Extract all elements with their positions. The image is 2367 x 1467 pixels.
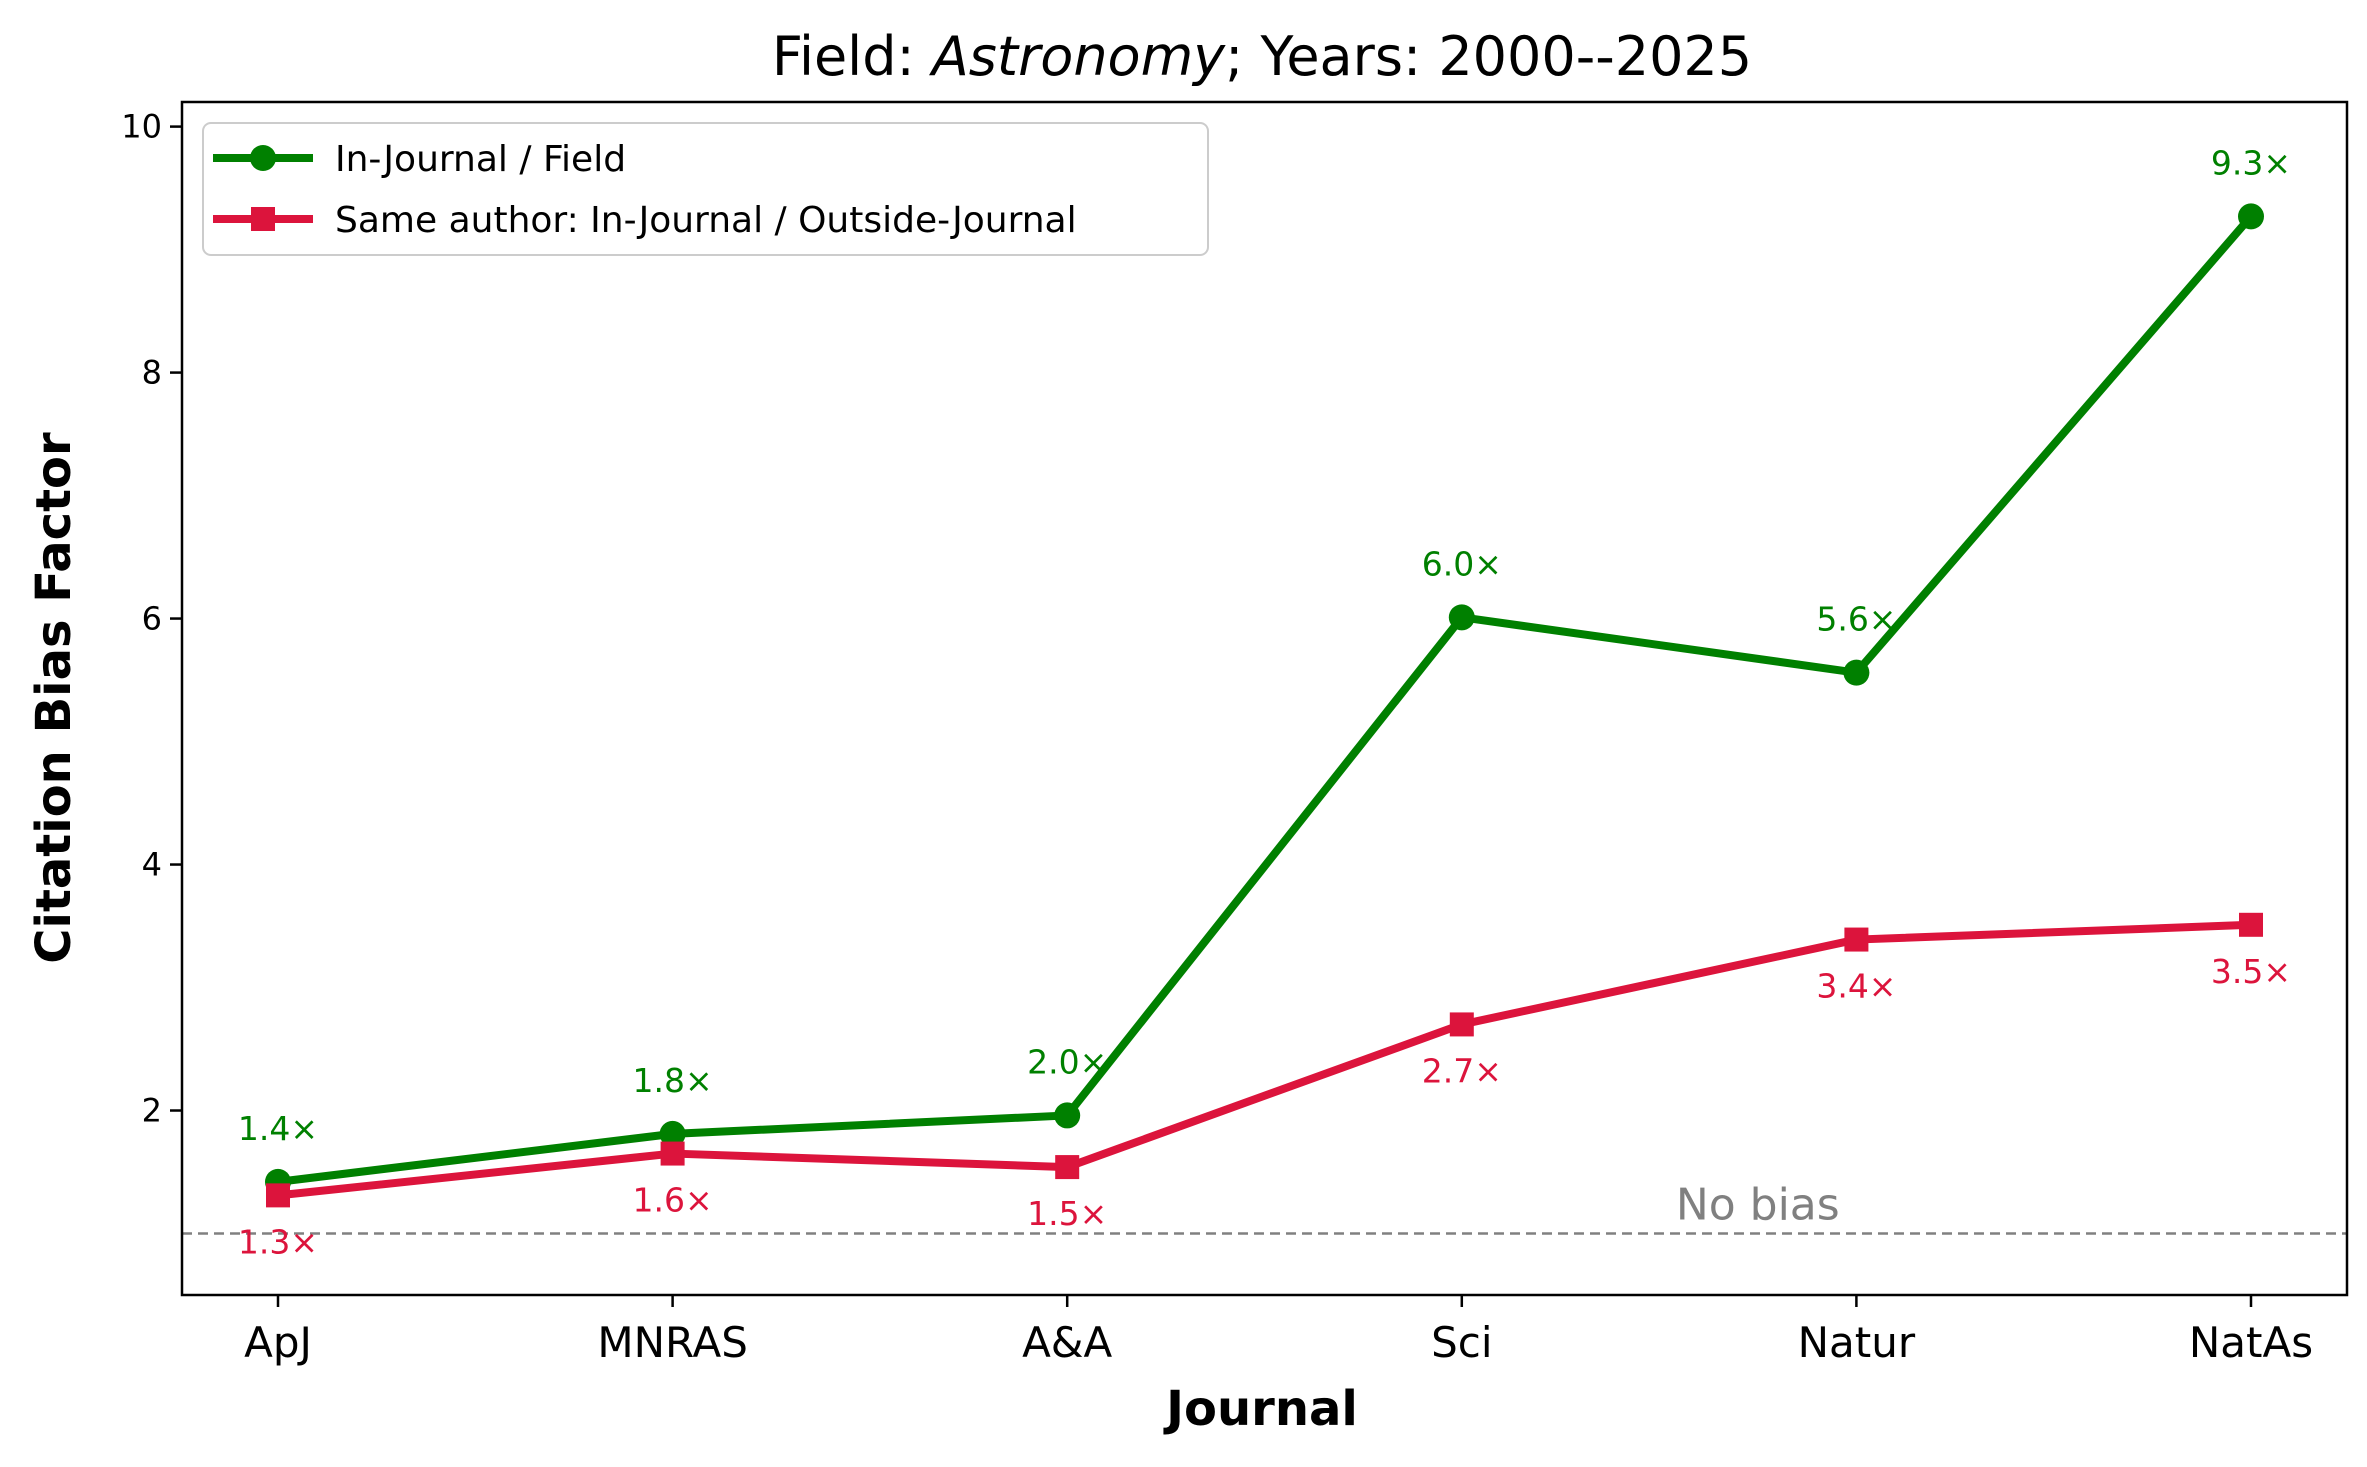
y-tick-label: 4 — [142, 846, 162, 884]
data-label: 1.6× — [633, 1181, 713, 1220]
data-label: 2.0× — [1027, 1042, 1107, 1081]
y-tick-label: 2 — [142, 1092, 162, 1130]
x-tick-label: Sci — [1431, 1318, 1492, 1367]
legend: In-Journal / Field Same author: In-Journa… — [202, 122, 1209, 256]
x-tick-label: Natur — [1798, 1318, 1916, 1367]
plot-area: No bias 1.4× 1.8× 2.0× 6.0× 5.6× 9.3× 1.3× 1.6×… — [180, 100, 2349, 1297]
data-point — [659, 1120, 686, 1147]
data-label: 2.7× — [1422, 1051, 1502, 1090]
data-point — [1055, 1155, 1080, 1180]
series-line — [274, 212, 2255, 1186]
plot-frame — [180, 100, 2349, 1297]
series-group — [265, 203, 2264, 1208]
x-tick-label: ApJ — [244, 1318, 312, 1367]
data-label: 9.3× — [2211, 143, 2291, 182]
y-axis-title: Citation Bias Factor — [26, 432, 82, 964]
data-label: 6.0× — [1422, 544, 1502, 583]
y-tick-label: 8 — [142, 354, 162, 392]
data-label: 5.6× — [1816, 600, 1896, 639]
legend-marker — [250, 145, 276, 171]
data-point — [1843, 659, 1870, 686]
y-axis: 2 4 6 8 10 — [121, 108, 182, 1130]
data-labels-group: 1.4× 1.8× 2.0× 6.0× 5.6× 9.3× 1.3× 1.6× 1.5× 2.7×… — [238, 143, 2291, 1261]
data-label: 1.8× — [633, 1061, 713, 1100]
reference-line-group: No bias — [182, 1180, 2347, 1235]
chart-title-field: Astronomy — [929, 25, 1226, 88]
data-point — [1844, 927, 1869, 952]
data-label: 1.4× — [238, 1109, 318, 1148]
x-tick-label: A&A — [1022, 1318, 1112, 1367]
series-1 — [265, 203, 2264, 1195]
legend-box — [202, 122, 1209, 256]
legend-label: In-Journal / Field — [335, 139, 626, 180]
chart-title-suffix: ; Years: 2000--2025 — [1225, 25, 1752, 88]
legend-label: Same author: In-Journal / Outside-Journa… — [335, 200, 1077, 241]
data-point — [2239, 912, 2263, 937]
data-point — [2238, 203, 2264, 230]
reference-line-label: No bias — [1676, 1180, 1840, 1231]
y-tick-label: 6 — [142, 600, 162, 638]
x-axis-title: Journal — [1163, 1381, 1358, 1437]
data-label: 1.5× — [1027, 1194, 1107, 1233]
x-axis: ApJ MNRAS A&A Sci Natur NatAs — [244, 1295, 2313, 1367]
series-line — [274, 920, 2255, 1200]
data-label: 3.5× — [2211, 952, 2291, 991]
x-tick-label: MNRAS — [597, 1318, 748, 1367]
chart-title: Field: Astronomy; Years: 2000--2025 — [772, 25, 1752, 88]
data-point — [1448, 604, 1475, 631]
series-2 — [266, 912, 2263, 1208]
data-point — [1449, 1012, 1474, 1037]
data-label: 3.4× — [1816, 967, 1896, 1006]
data-label: 1.3× — [238, 1222, 318, 1261]
chart-title-prefix: Field: — [772, 25, 932, 88]
x-tick-label: NatAs — [2189, 1318, 2313, 1367]
data-point — [1054, 1102, 1081, 1129]
legend-marker — [251, 207, 275, 231]
data-point — [660, 1141, 685, 1166]
data-point — [266, 1183, 290, 1208]
y-tick-label: 10 — [121, 108, 162, 146]
